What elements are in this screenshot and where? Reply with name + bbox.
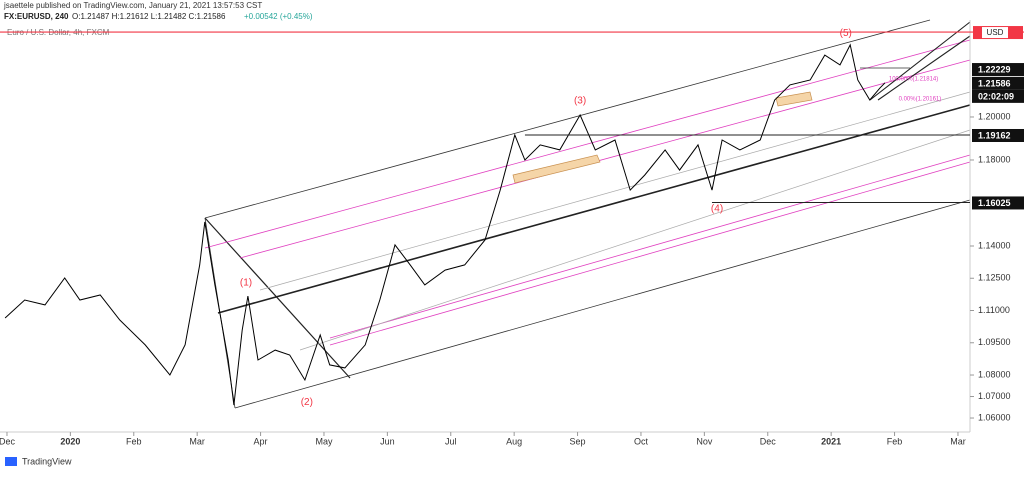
countdown-box — [972, 89, 1024, 103]
x-tick-label: May — [315, 436, 333, 446]
y-tick-label: 1.20000 — [978, 111, 1011, 121]
y-tick-label: 1.07000 — [978, 391, 1011, 401]
symbol: FX:EURUSD, 240 — [4, 12, 69, 21]
price-label: 1.16025 — [978, 198, 1011, 208]
x-tick-label: Apr — [254, 436, 268, 446]
price-line — [4, 43, 886, 406]
y-tick-label: 1.14000 — [978, 240, 1011, 250]
countdown: 02:02:09 — [978, 91, 1014, 101]
x-tick-label: Sep — [570, 436, 586, 446]
annotation: (3) — [574, 96, 586, 107]
x-tick-label: Dec — [760, 436, 777, 446]
y-tick-label: 1.06000 — [978, 412, 1011, 422]
channel-line — [204, 19, 931, 219]
zone — [512, 154, 601, 184]
price-label-box — [972, 196, 1024, 210]
x-tick-label: Mar — [189, 436, 205, 446]
price-label: 1.22229 — [978, 64, 1011, 74]
x-tick-label: Feb — [126, 436, 142, 446]
fib-line — [204, 39, 971, 249]
y-tick-label: 1.08000 — [978, 369, 1011, 379]
publisher: jsaettele published on TradingView.com, … — [3, 1, 262, 10]
fib-line — [239, 59, 971, 259]
logo — [5, 457, 17, 466]
annotation: (1) — [240, 278, 252, 289]
annotation: (5) — [840, 28, 852, 39]
x-tick-label: 2021 — [821, 436, 841, 446]
price-label: 1.19162 — [978, 130, 1011, 140]
annotation: 100.00%(1.21814) — [889, 76, 938, 82]
y-tick-label: 1.11000 — [978, 305, 1010, 315]
median-line — [217, 104, 971, 314]
x-tick-label: Nov — [696, 436, 713, 446]
price-label-box — [972, 128, 1024, 142]
currency-box — [982, 27, 1008, 39]
gray-line — [259, 91, 971, 291]
x-tick-label: 2020 — [60, 436, 80, 446]
drawings — [204, 19, 971, 409]
y-tick-label: 1.12500 — [978, 273, 1011, 283]
trend-line — [877, 35, 971, 101]
gray-line — [299, 129, 971, 351]
annotation: 0.00%(1.20161) — [899, 96, 942, 102]
channel-line — [234, 199, 971, 409]
fib-line — [329, 154, 971, 339]
trend-line — [869, 21, 971, 101]
ohlc: O:1.21487 H:1.21612 L:1.21482 C:1.21586 — [72, 12, 226, 21]
x-tick-label: Aug — [506, 436, 522, 446]
fib-line — [329, 161, 971, 346]
price-label: 1.21586 — [978, 78, 1011, 88]
footer: TradingView — [22, 456, 72, 466]
x-tick-label: Dec — [0, 436, 15, 446]
price-label-box — [972, 76, 1024, 90]
price-label-box — [972, 63, 1024, 77]
x-tick-label: Feb — [887, 436, 903, 446]
annotation: (4) — [711, 204, 723, 215]
x-tick-label: Jun — [380, 436, 395, 446]
x-tick-label: Mar — [950, 436, 966, 446]
x-tick-label: Jul — [445, 436, 457, 446]
x-tick-label: Oct — [634, 436, 649, 446]
annotation: (2) — [301, 397, 313, 408]
y-tick-label: 1.18000 — [978, 154, 1011, 164]
zone — [775, 91, 813, 107]
change: +0.00542 (+0.45%) — [244, 12, 313, 21]
y-tick-label: 1.09500 — [978, 337, 1011, 347]
currency-label: USD — [987, 28, 1004, 37]
